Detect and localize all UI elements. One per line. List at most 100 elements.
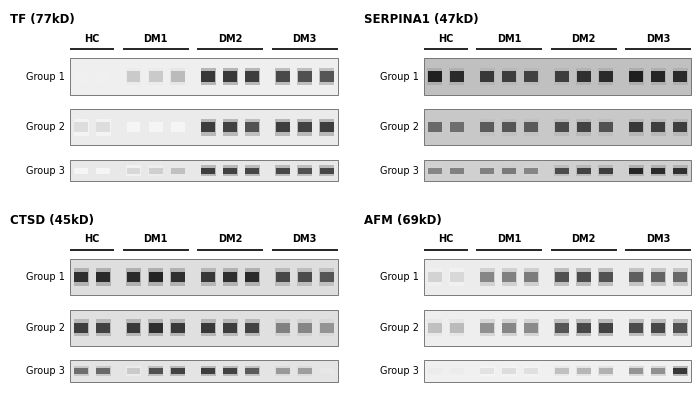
- Bar: [245, 319, 260, 336]
- Bar: [450, 272, 463, 282]
- Bar: [673, 122, 687, 132]
- Bar: [246, 323, 259, 332]
- Bar: [673, 268, 688, 286]
- Bar: [171, 167, 185, 174]
- Bar: [554, 165, 569, 176]
- Bar: [427, 68, 442, 85]
- Bar: [298, 122, 312, 132]
- Bar: [424, 160, 692, 182]
- Bar: [651, 319, 666, 336]
- Bar: [598, 68, 613, 85]
- Bar: [298, 368, 312, 374]
- Bar: [629, 319, 644, 336]
- Bar: [449, 165, 464, 176]
- Bar: [428, 368, 442, 374]
- Bar: [275, 68, 290, 85]
- Bar: [202, 272, 215, 282]
- Bar: [652, 122, 665, 132]
- Bar: [319, 165, 335, 176]
- Bar: [502, 165, 517, 176]
- Bar: [629, 268, 644, 286]
- Bar: [223, 268, 238, 286]
- Bar: [599, 72, 612, 82]
- Bar: [276, 323, 290, 332]
- Bar: [246, 72, 259, 82]
- Bar: [427, 319, 442, 336]
- Bar: [524, 72, 538, 82]
- Text: DM3: DM3: [293, 33, 317, 44]
- Bar: [524, 119, 539, 136]
- Bar: [524, 319, 539, 336]
- Bar: [148, 268, 163, 286]
- Text: Group 1: Group 1: [380, 272, 419, 282]
- Bar: [275, 119, 290, 136]
- Bar: [127, 167, 141, 174]
- Bar: [524, 268, 539, 286]
- Bar: [428, 167, 442, 174]
- Bar: [127, 272, 141, 282]
- Bar: [480, 167, 494, 174]
- Bar: [651, 119, 666, 136]
- Bar: [201, 165, 216, 176]
- Bar: [275, 319, 290, 336]
- Bar: [201, 366, 216, 376]
- Bar: [298, 119, 312, 136]
- Text: Group 3: Group 3: [27, 165, 65, 176]
- Bar: [524, 368, 538, 374]
- Bar: [502, 366, 517, 376]
- Bar: [424, 310, 692, 346]
- Bar: [127, 368, 141, 374]
- Bar: [97, 72, 110, 82]
- Text: SERPINA1 (47kD): SERPINA1 (47kD): [364, 13, 479, 26]
- Bar: [170, 165, 186, 176]
- Bar: [652, 323, 665, 332]
- Bar: [171, 323, 185, 332]
- Bar: [576, 68, 592, 85]
- Bar: [171, 272, 185, 282]
- Bar: [502, 119, 517, 136]
- Bar: [201, 319, 216, 336]
- Bar: [652, 272, 665, 282]
- Bar: [320, 122, 334, 132]
- Bar: [673, 72, 687, 82]
- Text: Group 1: Group 1: [27, 72, 65, 82]
- Bar: [276, 122, 290, 132]
- Bar: [298, 268, 312, 286]
- Bar: [424, 59, 692, 95]
- Bar: [629, 119, 644, 136]
- Text: DM1: DM1: [144, 33, 168, 44]
- Text: DM2: DM2: [218, 234, 242, 244]
- Bar: [503, 72, 516, 82]
- Text: Group 3: Group 3: [380, 165, 419, 176]
- Bar: [651, 366, 666, 376]
- Bar: [424, 259, 692, 295]
- Bar: [170, 319, 186, 336]
- Bar: [126, 68, 141, 85]
- Bar: [202, 167, 215, 174]
- Bar: [673, 319, 688, 336]
- Bar: [126, 268, 141, 286]
- Text: DM1: DM1: [497, 33, 522, 44]
- Text: HC: HC: [85, 33, 100, 44]
- Bar: [503, 167, 516, 174]
- Bar: [245, 119, 260, 136]
- Bar: [503, 323, 516, 332]
- Bar: [223, 119, 238, 136]
- Bar: [127, 323, 141, 332]
- Text: Group 2: Group 2: [379, 122, 419, 132]
- Bar: [97, 122, 110, 132]
- Bar: [629, 72, 643, 82]
- Bar: [148, 319, 163, 336]
- Bar: [74, 72, 88, 82]
- Text: DM3: DM3: [293, 234, 317, 244]
- Text: AFM (69kD): AFM (69kD): [364, 214, 442, 227]
- Bar: [428, 122, 442, 132]
- Bar: [449, 119, 464, 136]
- Bar: [96, 119, 111, 136]
- Bar: [298, 165, 312, 176]
- Bar: [148, 366, 163, 376]
- Bar: [577, 167, 591, 174]
- Bar: [554, 366, 569, 376]
- Text: DM3: DM3: [646, 234, 671, 244]
- Bar: [223, 272, 237, 282]
